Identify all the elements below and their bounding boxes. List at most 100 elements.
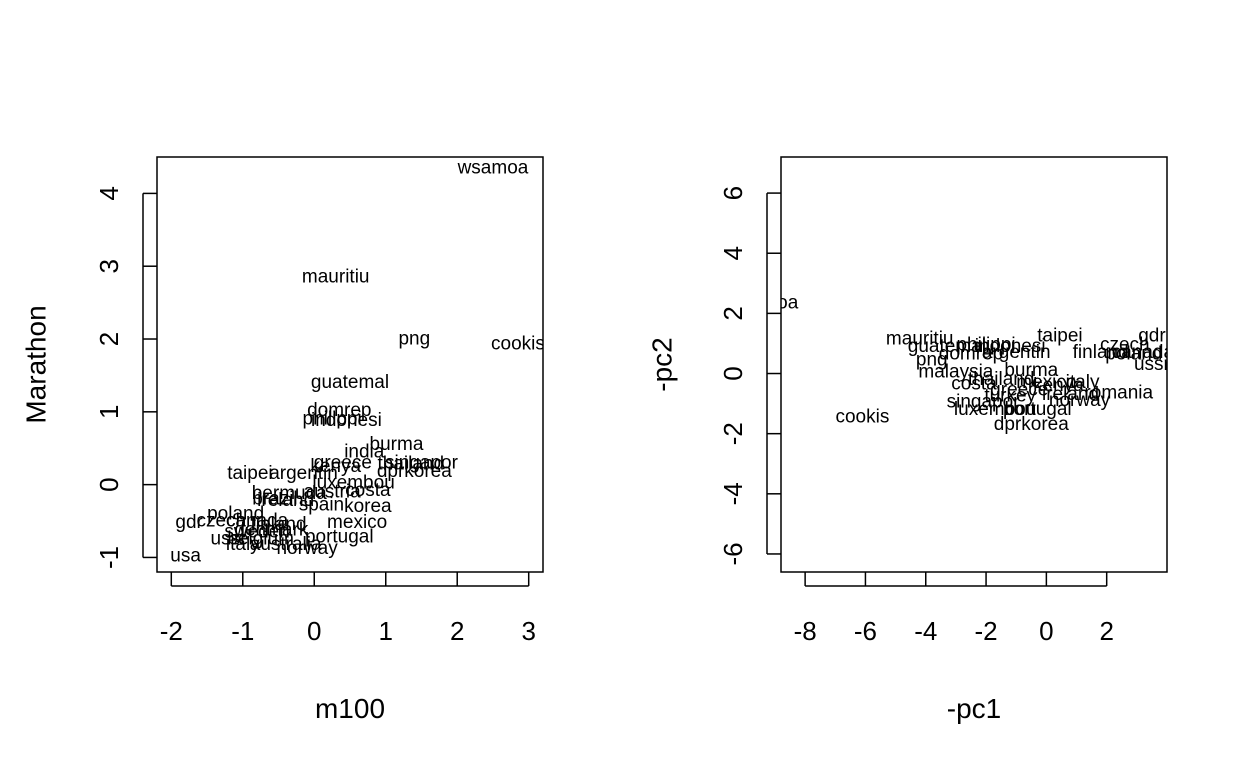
point-label: belgium [227, 529, 294, 550]
point-label: usa [170, 545, 201, 566]
point-label: romania [1084, 383, 1153, 404]
point-label: dprkorea [994, 414, 1069, 435]
y-tick-label: 0 [718, 366, 748, 380]
y-tick-label: 2 [718, 306, 748, 320]
x-axis-title: m100 [315, 693, 385, 724]
x-tick-label: -4 [914, 616, 937, 646]
point-label: ireland [257, 490, 314, 511]
point-label: greece [314, 452, 372, 473]
point-label: png [916, 349, 948, 370]
point-label: burma [370, 434, 424, 455]
point-label: spain [299, 495, 344, 516]
scatter-panel-left: -2 -1 0 1 2 3 -1 0 1 2 3 4 m100 Marathon wsamoa mauriti… [21, 156, 545, 724]
point-label: denmark [234, 519, 308, 540]
x-axis-title: -pc1 [947, 693, 1001, 724]
point-label: czech [1100, 334, 1150, 355]
point-label: costa [951, 374, 997, 395]
y-tick-label: -6 [718, 542, 748, 565]
point-label: gdr [175, 512, 203, 533]
x-tick-label: -2 [160, 616, 183, 646]
point-label: norway [276, 538, 338, 559]
point-label: australia [250, 534, 322, 555]
x-tick-label: 2 [1099, 616, 1113, 646]
point-label: singapor [385, 452, 459, 473]
point-label: wsamoa [727, 292, 799, 313]
plot-frame [780, 156, 1168, 573]
point-label: portugal [1003, 399, 1072, 420]
point-label: png [398, 329, 430, 350]
point-labels: wsamoa cookis mauritiuguatemalphilippiindo… [727, 292, 1175, 435]
point-label: guatemal [908, 336, 986, 357]
point-label: italy [1066, 372, 1100, 393]
point-label: mexico [1016, 372, 1076, 393]
point-label: dprkorea [377, 461, 452, 482]
x-tick-label: 3 [521, 616, 535, 646]
point-label: canada [1112, 342, 1175, 363]
y-tick-label: 4 [94, 186, 124, 200]
point-label: gdr [1138, 325, 1166, 346]
y-tick-label: -2 [718, 422, 748, 445]
point-label: brazil [252, 489, 297, 510]
point-label: italy [226, 534, 260, 555]
point-label: argentin [269, 463, 338, 484]
point-label: finland [1073, 342, 1129, 363]
point-label: guatemal [311, 372, 389, 393]
x-tick-label: -2 [975, 616, 998, 646]
point-label: argentin [982, 342, 1051, 363]
point-label: mauritiu [886, 328, 954, 349]
point-label: sweden [224, 521, 290, 542]
y-tick-label: -1 [94, 546, 124, 569]
x-tick-label: -1 [231, 616, 254, 646]
point-label: czech [197, 511, 247, 532]
point-label: luxembou [312, 473, 394, 494]
y-tick-label: 2 [94, 332, 124, 346]
point-label: indonesi [975, 336, 1046, 357]
x-tick-label: -8 [794, 616, 817, 646]
point-label: taipei [227, 463, 272, 484]
x-tick-label: 1 [379, 616, 393, 646]
point-label: korea [344, 496, 392, 517]
point-label: thailand [968, 369, 1035, 390]
y-tick-label: 0 [94, 477, 124, 491]
point-label: domrep [307, 400, 371, 421]
point-label: domrep [939, 343, 1003, 364]
x-tick-label: -6 [854, 616, 877, 646]
point-label: kenya [1033, 375, 1084, 396]
y-tick-label: 4 [718, 246, 748, 260]
point-label: turkey [984, 386, 1036, 407]
point-label: philippi [956, 334, 1015, 355]
scatter-panel-right: -8 -6 -4 -2 0 2 -6 -4 -2 0 2 4 6 -pc1 -pc2 wsamoa cookis… [647, 156, 1175, 724]
point-label: portugal [305, 527, 374, 548]
y-axis-title: Marathon [21, 305, 52, 423]
point-labels: wsamoa mauritiu png cookis guatemal domrepphi… [170, 157, 545, 566]
y-tick-label: 3 [94, 259, 124, 273]
point-label: cookis [491, 334, 545, 355]
point-label: singapor [947, 392, 1021, 413]
point-label: finland [251, 514, 307, 535]
point-label: poland [207, 503, 264, 524]
point-label: burma [1004, 360, 1058, 381]
point-label: canada [226, 511, 289, 532]
point-label: malaysia [918, 362, 993, 383]
point-label: mauritiu [302, 267, 370, 288]
point-label: norway [1049, 390, 1111, 411]
point-label: ireland [1042, 384, 1099, 405]
point-label: philippi [303, 409, 362, 430]
point-label: mexico [327, 512, 387, 533]
x-tick-label: 0 [1039, 616, 1053, 646]
point-label: ussr [1134, 354, 1171, 375]
point-label: wsamoa [457, 157, 529, 178]
point-label: thailand [377, 454, 444, 475]
y-tick-label: -4 [718, 482, 748, 505]
point-label: luxembou [954, 399, 1036, 420]
point-label: indonesi [311, 410, 382, 431]
y-axis-title: -pc2 [647, 337, 678, 391]
point-label: costa [345, 480, 391, 501]
y-tick-label: 1 [94, 405, 124, 419]
point-label: poland [1105, 343, 1162, 364]
point-label: cookis [835, 407, 889, 428]
point-label: taipei [1037, 325, 1082, 346]
y-tick-label: 6 [718, 186, 748, 200]
point-label: bermuda [252, 483, 327, 504]
